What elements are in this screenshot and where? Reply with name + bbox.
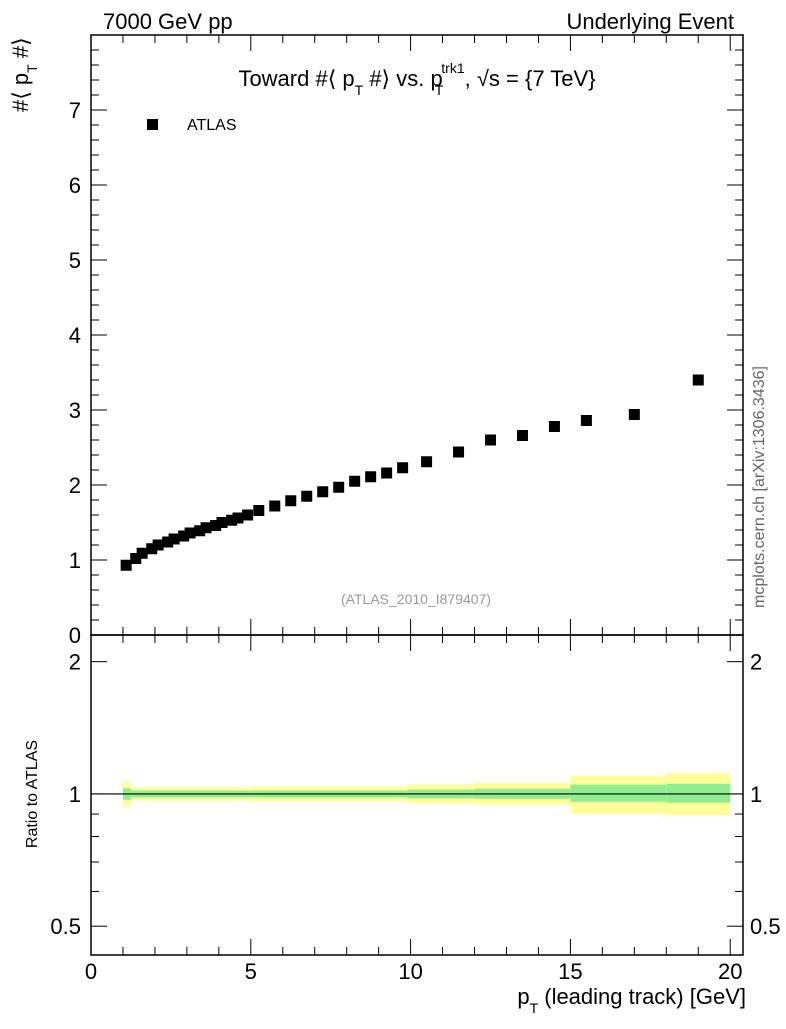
header-left: 7000 GeV pp — [103, 9, 233, 34]
data-point-25 — [397, 462, 409, 474]
title-part-5: trk1 — [441, 60, 465, 76]
data-point-4 — [152, 539, 164, 551]
data-point-1 — [130, 553, 142, 564]
ratio-ylabel: Ratio to ATLAS — [24, 740, 41, 848]
data-point-6 — [168, 533, 180, 545]
data-point-26 — [421, 456, 433, 468]
band-inner-6 — [666, 783, 731, 803]
data-point-10 — [200, 522, 212, 534]
ratio-ytick-label-right-2: 2 — [750, 650, 762, 675]
data-point-2 — [136, 547, 148, 559]
ratio-ytick-label-left-1: 1 — [69, 782, 81, 807]
band-inner-5 — [570, 784, 667, 802]
ratio-frame — [90, 634, 744, 956]
data-point-29 — [516, 430, 528, 441]
ratio-xtick-label-4: 20 — [718, 959, 742, 984]
side-credit: mcplots.cern.ch [arXiv:1306.3436] — [751, 366, 768, 608]
title-part-2: T — [355, 82, 364, 98]
data-point-14 — [232, 512, 244, 524]
main-ytick-label-6: 6 — [69, 173, 81, 198]
ratio-ytick-label-right-1: 1 — [750, 782, 762, 807]
data-point-32 — [628, 409, 640, 420]
ylabel-part-2: T — [24, 64, 40, 73]
data-point-7 — [178, 530, 190, 542]
main-ylabel: #⟨ pT #⟩ — [8, 37, 40, 112]
data-point-8 — [184, 527, 196, 539]
axes: 0 1 2 3 4 5 6 7 0 5 10 15 20 0.5 0.5 1 1 2 2 — [50, 34, 781, 984]
data-point-18 — [285, 495, 297, 507]
ratio-xtick-label-2: 10 — [398, 959, 422, 984]
main-ytick-label-7: 7 — [69, 98, 81, 123]
data-point-9 — [194, 525, 206, 537]
data-point-20 — [317, 486, 329, 498]
data-point-27 — [453, 446, 465, 458]
data-point-21 — [333, 481, 345, 493]
main-ytick-label-0: 0 — [69, 623, 81, 648]
legend-label: ATLAS — [187, 117, 237, 134]
data-point-17 — [269, 500, 281, 512]
main-ytick-label-5: 5 — [69, 248, 81, 273]
main-ytick-label-3: 3 — [69, 398, 81, 423]
ratio-bands — [91, 773, 743, 816]
data-point-0 — [120, 559, 132, 571]
main-ytick-label-2: 2 — [69, 473, 81, 498]
header-right: Underlying Event — [566, 9, 734, 34]
data-point-19 — [301, 490, 313, 502]
xlabel-part-1: p — [517, 984, 529, 1009]
ylabel-part-1: #⟨ p — [8, 73, 33, 112]
data-points — [120, 374, 704, 571]
xlabel-part-2: T — [530, 1000, 539, 1016]
ylabel-part-3: #⟩ — [8, 37, 33, 64]
xlabel-part-3: (leading track) [GeV] — [538, 984, 746, 1009]
chart-title: Toward #⟨ pT #⟩ vs. pTtrk1, √s = {7 TeV} — [238, 60, 595, 98]
title-part-4: T — [435, 82, 444, 98]
data-point-5 — [162, 536, 174, 548]
ratio-xtick-label-3: 15 — [558, 959, 582, 984]
title-part-3: #⟩ vs. p — [363, 66, 443, 91]
data-point-11 — [210, 520, 222, 531]
ratio-ytick-label-left-0: 0.5 — [50, 914, 81, 939]
data-point-15 — [242, 509, 254, 521]
data-point-30 — [548, 421, 560, 432]
data-point-24 — [381, 467, 393, 479]
xlabel: pT (leading track) [GeV] — [517, 984, 746, 1016]
data-point-23 — [365, 471, 377, 483]
ratio-xtick-label-1: 5 — [245, 959, 257, 984]
legend-marker — [147, 119, 158, 130]
data-point-13 — [226, 514, 238, 526]
data-point-3 — [146, 543, 158, 555]
ratio-ytick-label-left-2: 2 — [69, 650, 81, 675]
ratio-ytick-label-right-0: 0.5 — [750, 914, 781, 939]
analysis-label: (ATLAS_2010_I879407) — [341, 591, 491, 607]
data-point-31 — [580, 415, 592, 426]
data-point-16 — [253, 505, 265, 516]
data-point-22 — [349, 475, 361, 487]
data-point-28 — [485, 434, 497, 446]
title-part-6: , √s = {7 TeV} — [465, 66, 596, 91]
main-ytick-label-1: 1 — [69, 548, 81, 573]
main-ytick-label-4: 4 — [69, 323, 81, 348]
data-point-33 — [692, 374, 704, 386]
ratio-xtick-label-0: 0 — [85, 959, 97, 984]
title-part-1: Toward #⟨ p — [238, 66, 354, 91]
data-point-12 — [216, 517, 228, 528]
